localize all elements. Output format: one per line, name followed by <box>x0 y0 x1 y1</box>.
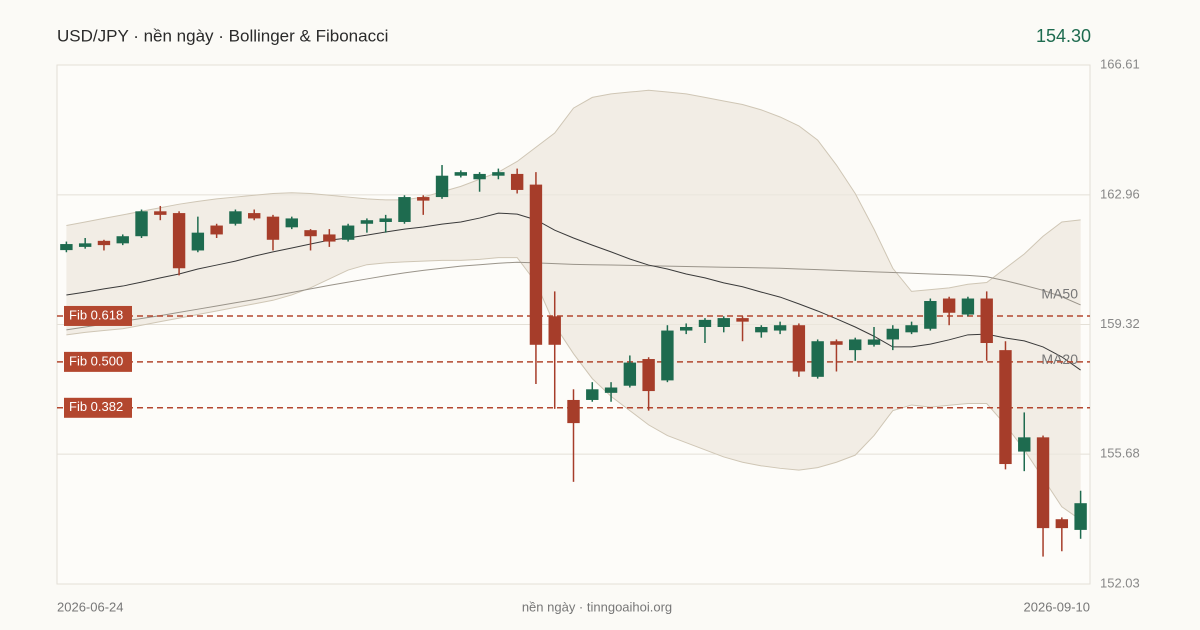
y-tick-label: 166.61 <box>1100 56 1140 71</box>
candle-body <box>642 359 655 392</box>
candle-body <box>60 244 73 251</box>
candle-body <box>248 213 261 219</box>
candle-body <box>811 341 824 377</box>
candle-body <box>1074 503 1087 530</box>
candle-body <box>717 318 730 327</box>
candle-body <box>398 197 411 222</box>
candle-body <box>623 362 637 386</box>
candle-body <box>341 225 355 240</box>
candle-body <box>755 326 768 333</box>
fib-label-bg <box>64 305 132 326</box>
last-price: 154.30 <box>1036 26 1091 46</box>
candle-body <box>849 339 862 351</box>
candle-body <box>379 218 392 222</box>
candle-body <box>529 184 543 345</box>
candle-body <box>360 220 374 224</box>
chart-title: USD/JPY · nền ngày · Bollinger & Fibonac… <box>57 26 388 45</box>
candle-body <box>698 319 712 327</box>
ma-label: MA50 <box>1041 286 1078 302</box>
candle-body <box>924 301 937 329</box>
candle-body <box>454 172 468 176</box>
candle-body <box>999 350 1012 465</box>
candle-body <box>830 341 843 345</box>
candle-body <box>1055 519 1069 529</box>
candle-body <box>135 211 148 237</box>
candle-body <box>867 339 881 345</box>
candle-body <box>473 173 486 180</box>
y-tick-label: 155.68 <box>1100 446 1140 461</box>
ma-line <box>66 212 1081 371</box>
candle-body <box>736 318 749 322</box>
band-upper <box>66 89 1081 292</box>
candle-body <box>661 330 674 381</box>
source: nền ngày · tinngoaihoi.org <box>522 599 672 614</box>
candle-body <box>1018 437 1031 452</box>
candle-body <box>172 213 186 269</box>
y-tick-label: 159.32 <box>1100 316 1140 331</box>
fib-label: Fib 0.500 <box>69 353 123 368</box>
fib-label: Fib 0.618 <box>69 307 123 322</box>
x-tick-label: 2026-06-24 <box>57 599 124 614</box>
candle-body <box>792 325 806 372</box>
band-lower <box>66 257 1081 521</box>
candle-body <box>154 211 167 215</box>
candle-body <box>116 236 129 244</box>
candle-body <box>435 175 449 198</box>
candle-body <box>586 389 599 400</box>
candle-body <box>97 240 111 246</box>
candle-body <box>78 243 92 247</box>
y-tick-label: 162.96 <box>1100 186 1140 201</box>
candle-body <box>266 216 280 240</box>
bollinger-band <box>66 90 1081 520</box>
candle-body <box>191 232 205 251</box>
candle-body <box>773 325 787 331</box>
candle-body <box>210 225 223 235</box>
candle-body <box>304 230 317 237</box>
candle-body <box>417 197 430 201</box>
y-tick-label: 152.03 <box>1100 575 1140 590</box>
candle-body <box>323 234 336 242</box>
candle-body <box>886 328 899 340</box>
candle-body <box>1036 437 1050 529</box>
candle-body <box>961 298 975 315</box>
x-tick-label: 2026-09-10 <box>1024 599 1091 614</box>
candle-body <box>905 325 918 333</box>
candle-body <box>604 387 618 393</box>
candle-body <box>510 173 524 190</box>
candle-body <box>679 326 693 331</box>
candle-body <box>980 298 993 344</box>
candle-body <box>285 218 298 228</box>
fib-label: Fib 0.382 <box>69 399 123 414</box>
ma-label: MA20 <box>1041 351 1078 367</box>
candle-body <box>548 316 561 345</box>
fib-label-bg <box>64 397 132 418</box>
candle-body <box>567 399 580 424</box>
candle-body <box>492 172 505 176</box>
candle-body <box>229 211 242 224</box>
ma-line <box>66 261 1081 331</box>
candle-body <box>942 298 956 313</box>
fib-label-bg <box>64 351 132 372</box>
